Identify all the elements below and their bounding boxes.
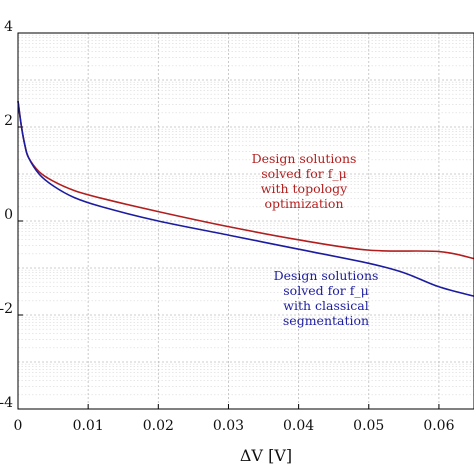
x-tick-label: 0.03 — [213, 418, 244, 434]
y-tick-label: 0 — [4, 207, 13, 223]
x-axis-title: ΔV [V] — [240, 446, 292, 465]
minor-grid — [18, 34, 474, 396]
y-tick-label: -4 — [0, 395, 13, 411]
major-grid — [17, 32, 474, 410]
annotation-label: Design solutions solved for f_μ with topol… — [252, 151, 357, 211]
x-tick-labels: 0 0.01 0.02 0.03 0.04 0.05 0.06 — [14, 404, 455, 434]
y-tick-label: 4 — [4, 19, 13, 35]
x-tick-label: 0.02 — [143, 418, 174, 434]
x-tick-label: 0.01 — [73, 418, 104, 434]
series-lines — [17, 101, 474, 297]
y-tick-label: 2 — [4, 113, 13, 129]
y-tick-label: -2 — [0, 301, 13, 317]
y-tick-labels: 4 2 0 -2 -4 — [0, 19, 23, 411]
annotation-label: Design solutions solved for f_μ with class… — [274, 268, 379, 328]
annotations: Design solutions solved for f_μ with topol… — [252, 151, 379, 328]
x-tick-label: 0.04 — [283, 418, 314, 434]
plot-frame — [17, 32, 474, 410]
x-tick-label: 0.05 — [353, 418, 384, 434]
series-line — [17, 101, 474, 297]
x-tick-label: 0.06 — [423, 418, 454, 434]
x-tick-label: 0 — [14, 418, 23, 434]
